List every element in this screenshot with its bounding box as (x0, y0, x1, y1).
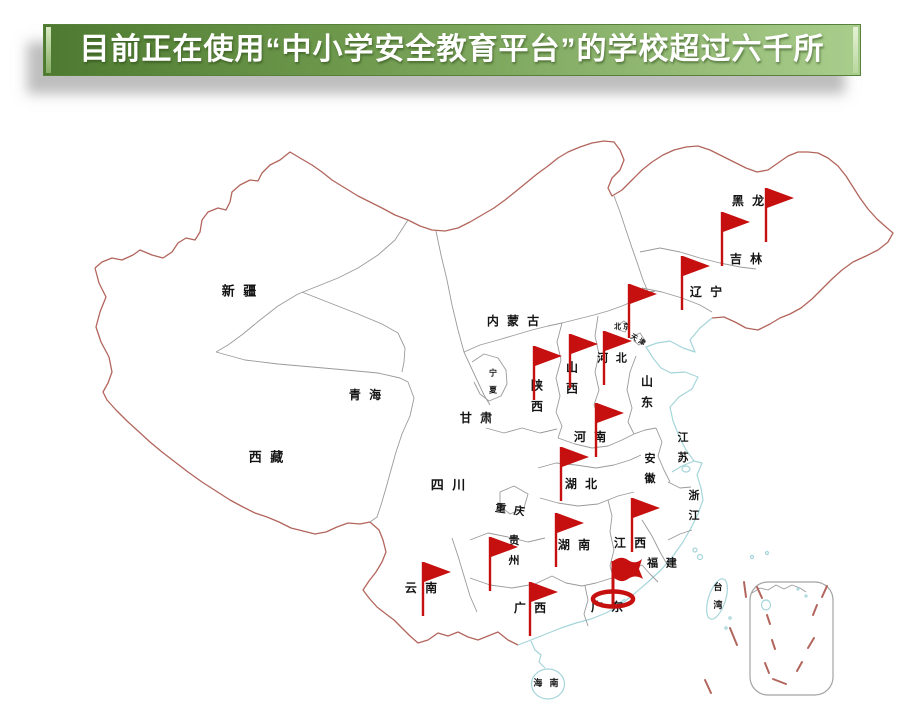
map-label: 天津 (629, 332, 649, 349)
flag-shaanxi (532, 346, 562, 400)
map-label: 江苏 (678, 430, 691, 464)
map-label: 辽 宁 (690, 284, 724, 299)
hainan-island (530, 668, 566, 700)
flag-heilongjiang-west (720, 212, 750, 266)
map-label: 湖 北 (565, 476, 599, 491)
south-china-sea-inset (704, 581, 834, 696)
province-borders (215, 195, 757, 627)
map-label: 福 建 (646, 556, 679, 570)
flag-hubei (559, 447, 589, 501)
flag-hunan (554, 513, 584, 567)
flag-shanxi (568, 334, 598, 388)
map-label: 浙江 (689, 488, 702, 522)
national-border (94, 140, 894, 646)
map-label: 江 西 (614, 535, 648, 550)
province-flags (421, 188, 794, 636)
banner-title: 目前正在使用“中小学安全教育平台”的学校超过六千所 (79, 33, 825, 66)
flag-guangxi (528, 582, 558, 636)
coastline (517, 317, 770, 700)
map-label: 台湾 (713, 581, 724, 611)
map-label: 湖 南 (558, 537, 592, 552)
flag-jilin (680, 256, 710, 310)
map-label: 新 疆 (222, 284, 259, 300)
map-label: 西 藏 (249, 450, 286, 466)
map-label: 重 庆 (494, 500, 527, 518)
flag-liaoning (627, 284, 657, 338)
map-label: 海 南 (533, 677, 560, 689)
map-label: 河 南 (573, 429, 608, 444)
title-banner: 目前正在使用“中小学安全教育平台”的学校超过六千所 (43, 24, 861, 76)
map-label: 北京 (614, 322, 632, 331)
flag-hebei (602, 331, 632, 385)
map-label: 山东 (641, 374, 655, 410)
flag-guangdong (590, 557, 643, 609)
map-label: 云 南 (405, 580, 439, 595)
flag-henan (594, 403, 624, 457)
taiwan-island (706, 578, 728, 620)
map-label: 贵州 (508, 533, 522, 567)
map-label: 四 川 (431, 479, 468, 494)
flag-guizhou (488, 537, 518, 591)
flag-jiangxi (630, 498, 660, 552)
map-label: 青 海 (349, 387, 383, 402)
map-label: 宁夏 (488, 368, 499, 395)
flag-heilongjiang-east (764, 188, 794, 242)
map-label: 河 北 (597, 351, 629, 365)
map-label: 安徽 (644, 451, 658, 485)
map-label: 黑 龙 (732, 193, 766, 208)
nine-dash-line (704, 581, 828, 694)
province-labels: 新 疆西 藏青 海甘 肃宁夏内 蒙 古陕西山西河 北北京天津山东河 南江苏安徽浙… (222, 193, 766, 689)
flag-yunnan (421, 562, 451, 616)
map-label: 山西 (566, 360, 580, 396)
map-label: 吉 林 (730, 251, 764, 266)
map-label: 甘 肃 (460, 410, 494, 425)
map-label: 内 蒙 古 (487, 313, 541, 328)
